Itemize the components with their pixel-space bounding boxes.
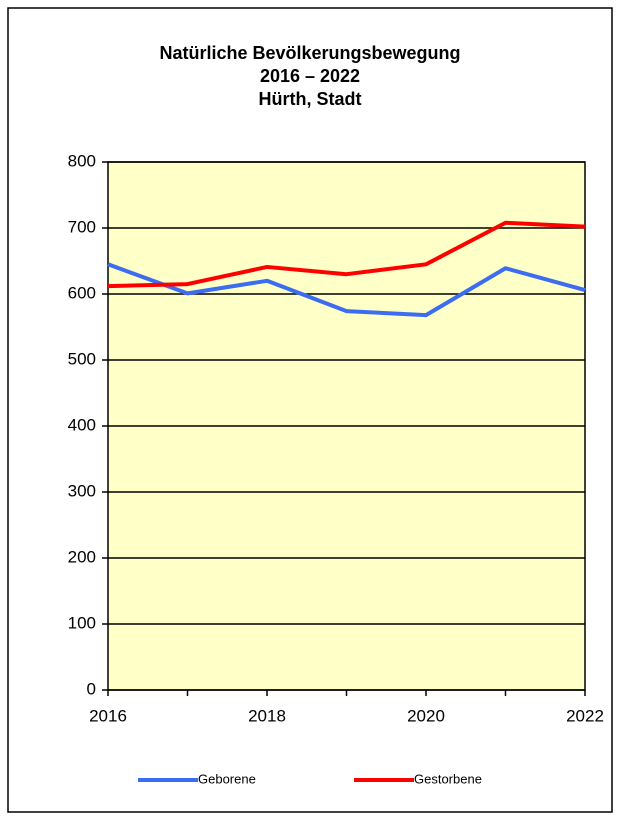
line xyxy=(107,220,586,289)
y-tick-label: 300 xyxy=(68,481,96,500)
legend-label: Gestorbene xyxy=(414,771,482,786)
chart-title: 2016 – 2022 xyxy=(260,66,360,86)
y-tick-label: 600 xyxy=(68,283,96,302)
y-tick-label: 800 xyxy=(68,151,96,170)
y-tick-label: 400 xyxy=(68,415,96,434)
legend-label: Geborene xyxy=(198,771,256,786)
x-tick-label: 2020 xyxy=(407,706,445,725)
plot-border xyxy=(107,161,586,691)
chart-title: Natürliche Bevölkerungsbewegung xyxy=(159,43,460,63)
line xyxy=(107,262,586,318)
y-tick-label: 0 xyxy=(87,679,96,698)
y-tick-label: 700 xyxy=(68,217,96,236)
y-tick-label: 500 xyxy=(68,349,96,368)
x-tick-label: 2016 xyxy=(89,706,127,725)
x-tick-label: 2018 xyxy=(248,706,286,725)
y-tick-label: 100 xyxy=(68,613,96,632)
y-tick-label: 200 xyxy=(68,547,96,566)
x-tick-label: 2022 xyxy=(566,706,604,725)
chart-title: Hürth, Stadt xyxy=(259,89,362,109)
